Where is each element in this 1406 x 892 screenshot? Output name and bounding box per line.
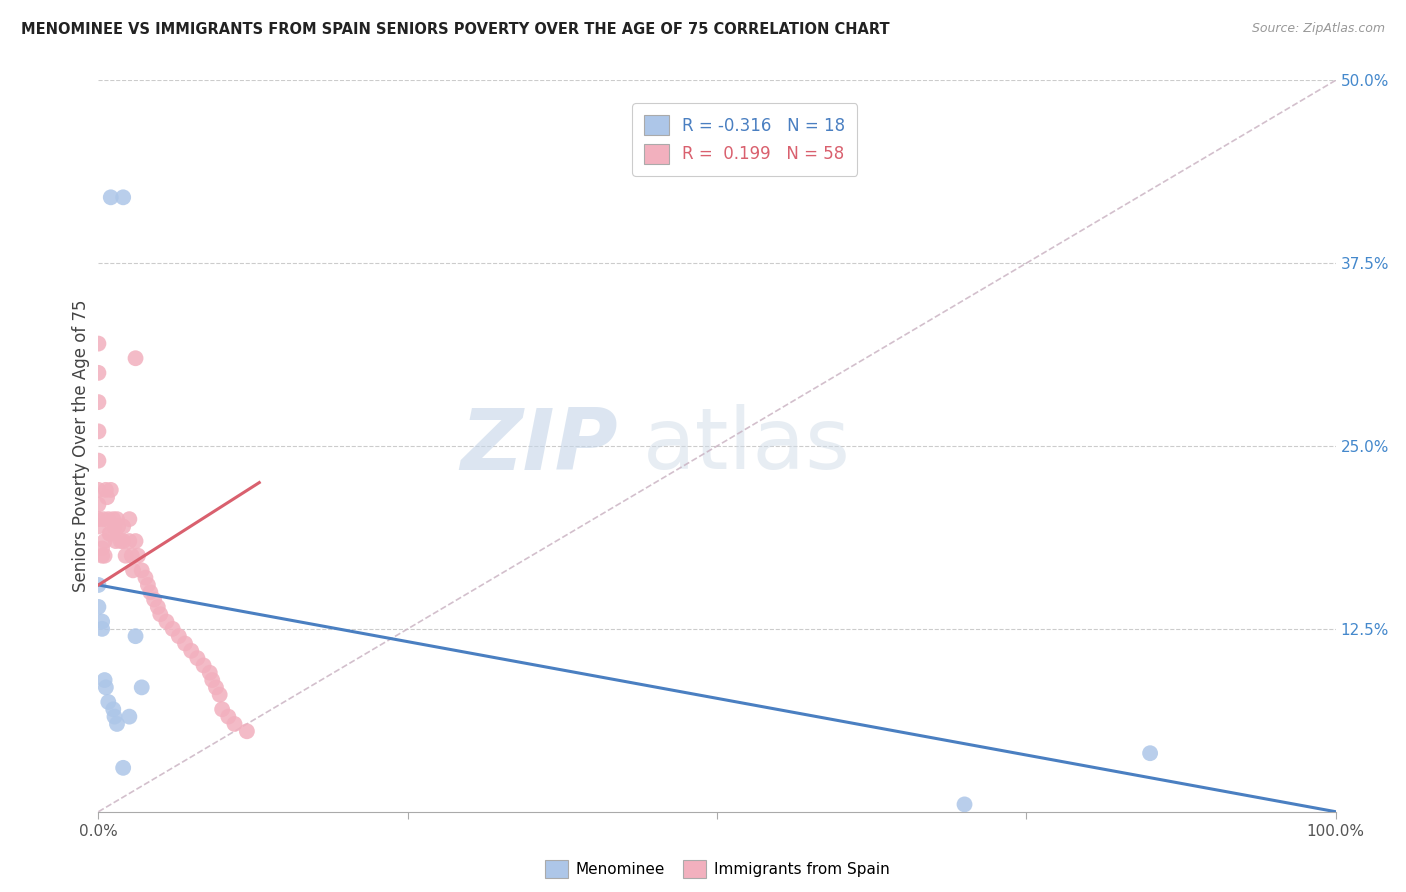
Point (124, 534, 146, 549)
Point (87, 336, 110, 351)
Point (114, 549, 136, 563)
Point (124, 629, 146, 643)
Point (149, 607, 172, 622)
Point (155, 615, 177, 629)
Point (87, 453, 110, 467)
Point (186, 651, 208, 665)
Point (127, 549, 149, 563)
Point (211, 702, 233, 716)
Point (93, 512, 115, 526)
Point (91, 549, 114, 563)
Point (121, 549, 143, 563)
Point (118, 512, 141, 526)
Point (87, 483, 110, 497)
Point (143, 592, 166, 607)
Point (100, 190, 122, 204)
Point (94, 483, 117, 497)
Legend: Menominee, Immigrants from Spain: Menominee, Immigrants from Spain (538, 854, 896, 885)
Point (205, 681, 228, 695)
Point (91, 622, 114, 636)
Point (97, 512, 120, 526)
Y-axis label: Seniors Poverty Over the Age of 75: Seniors Poverty Over the Age of 75 (72, 300, 90, 592)
Point (112, 534, 135, 549)
Point (97, 695, 120, 709)
Point (180, 644, 202, 658)
Point (136, 578, 159, 592)
Point (118, 534, 141, 549)
Point (236, 724, 259, 739)
Point (953, 797, 976, 812)
Point (96, 490, 118, 504)
Point (103, 702, 125, 716)
Point (198, 665, 221, 680)
Text: atlas: atlas (643, 404, 851, 488)
Point (105, 512, 128, 526)
Point (87, 512, 110, 526)
Point (224, 717, 246, 731)
Point (100, 483, 122, 497)
Point (174, 636, 197, 650)
Point (110, 534, 132, 549)
Point (1139, 746, 1161, 760)
Point (105, 717, 128, 731)
Point (139, 585, 162, 599)
Point (131, 681, 153, 695)
Point (201, 673, 224, 687)
Point (146, 599, 169, 614)
Point (103, 512, 125, 526)
Point (217, 709, 239, 723)
Point (112, 190, 135, 204)
Point (103, 519, 125, 533)
Point (98, 526, 121, 541)
Point (104, 534, 127, 549)
Point (134, 571, 156, 585)
Point (122, 563, 145, 577)
Point (93, 549, 115, 563)
Point (87, 366, 110, 380)
Point (167, 629, 190, 643)
Point (94, 681, 117, 695)
Point (87, 599, 110, 614)
Point (124, 351, 146, 366)
Text: Source: ZipAtlas.com: Source: ZipAtlas.com (1251, 22, 1385, 36)
Point (131, 563, 153, 577)
Text: ZIP: ZIP (460, 404, 619, 488)
Point (91, 615, 114, 629)
Point (107, 519, 129, 533)
Point (118, 709, 141, 723)
Point (103, 709, 125, 723)
Point (100, 526, 122, 541)
Point (93, 534, 115, 549)
Point (208, 688, 231, 702)
Point (193, 658, 215, 673)
Point (162, 622, 184, 636)
Point (112, 761, 135, 775)
Point (87, 425, 110, 439)
Point (87, 519, 110, 533)
Point (87, 498, 110, 512)
Point (87, 578, 110, 592)
Point (112, 519, 135, 533)
Point (91, 541, 114, 556)
Text: MENOMINEE VS IMMIGRANTS FROM SPAIN SENIORS POVERTY OVER THE AGE OF 75 CORRELATIO: MENOMINEE VS IMMIGRANTS FROM SPAIN SENIO… (21, 22, 890, 37)
Point (93, 673, 115, 687)
Point (87, 395, 110, 409)
